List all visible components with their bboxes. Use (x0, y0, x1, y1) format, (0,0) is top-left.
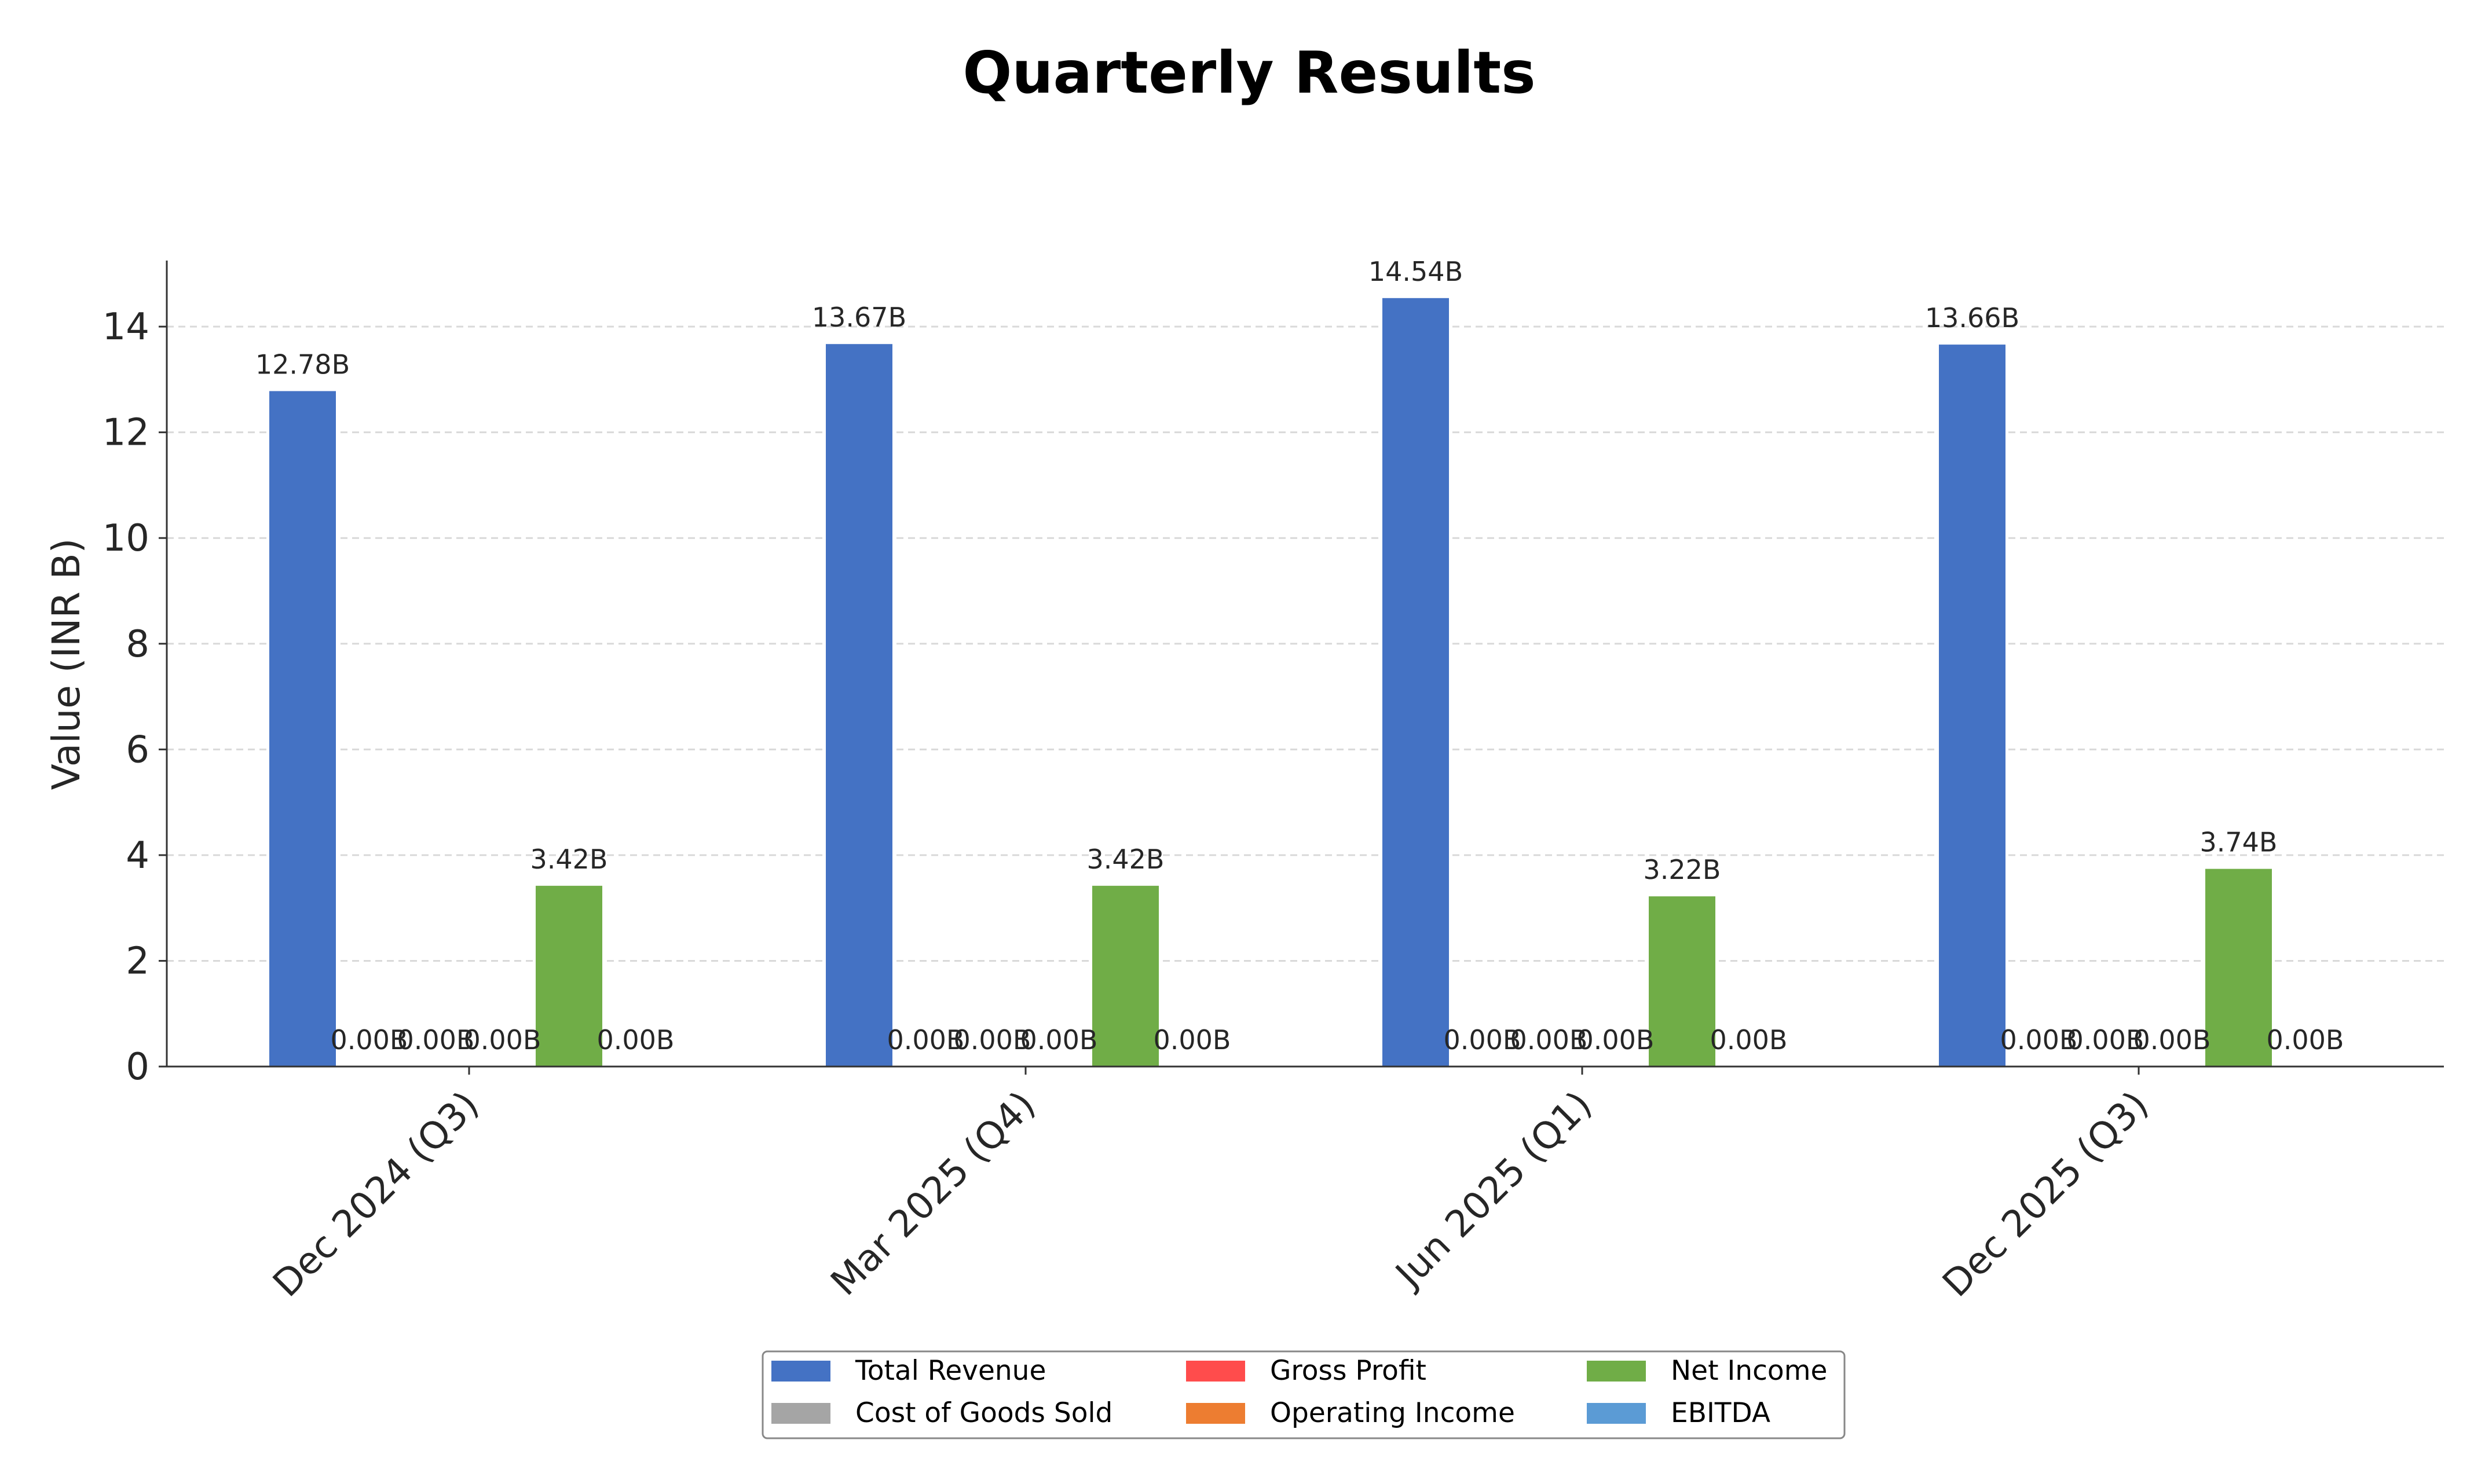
data-label: 3.42B (1087, 844, 1165, 875)
legend-swatch (1587, 1361, 1646, 1382)
data-label: 0.00B (2133, 1024, 2211, 1056)
y-tick-label: 14 (103, 306, 149, 349)
legend-swatch (1587, 1403, 1646, 1424)
legend-item: Operating Income (1186, 1397, 1515, 1429)
data-label: 14.54B (1368, 256, 1463, 287)
data-label: 0.00B (331, 1024, 408, 1056)
legend-swatch (771, 1403, 830, 1424)
y-tick-label: 0 (126, 1046, 149, 1089)
legend-label: Net Income (1671, 1355, 1827, 1387)
legend-label: Total Revenue (855, 1355, 1046, 1387)
bar-total-revenue (1939, 345, 2005, 1067)
bar-net-income (536, 885, 602, 1067)
legend-item: Net Income (1587, 1355, 1827, 1387)
tick-labels: 0 2 4 6 8 10 12 14 Dec 2024 (Q3) Mar 2025 (Q4) Jun… (103, 306, 2157, 1305)
legend-label: Gross Profit (1270, 1355, 1426, 1387)
legend-box (762, 1350, 1846, 1439)
bar-net-income (1092, 885, 1159, 1067)
data-label: 0.00B (1020, 1024, 1098, 1056)
chart-title: Quarterly Results (962, 39, 1535, 107)
y-tick-label: 4 (126, 834, 149, 877)
x-tick-label: Dec 2024 (Q3) (265, 1083, 488, 1306)
data-label: 0.00B (2067, 1024, 2144, 1056)
data-label: 0.00B (1577, 1024, 1655, 1056)
y-tick-label: 2 (126, 940, 149, 983)
data-label: 0.00B (1154, 1024, 1231, 1056)
bar-net-income (2205, 869, 2272, 1067)
y-tick-label: 6 (126, 728, 149, 771)
legend-swatch (771, 1361, 830, 1382)
legend-swatch (1186, 1361, 1245, 1382)
data-label: 3.22B (1644, 854, 1721, 885)
data-label: 0.00B (954, 1024, 1031, 1056)
data-label: 0.00B (397, 1024, 475, 1056)
legend-item: EBITDA (1587, 1397, 1770, 1429)
x-tick-label: Mar 2025 (Q4) (823, 1083, 1044, 1304)
data-label: 0.00B (1710, 1024, 1788, 1056)
y-tick-label: 10 (103, 517, 149, 560)
legend-item: Cost of Goods Sold (771, 1397, 1112, 1429)
y-tick-label: 8 (126, 623, 149, 666)
bar-net-income (1649, 896, 1715, 1067)
data-label: 0.00B (2000, 1024, 2078, 1056)
data-labels: 12.78B0.00B0.00B0.00B3.42B0.00B13.67B0.0… (255, 256, 2344, 1056)
x-tick-label: Jun 2025 (Q1) (1386, 1083, 1601, 1298)
legend-label: Operating Income (1270, 1397, 1515, 1429)
legend-label: Cost of Goods Sold (855, 1397, 1112, 1429)
bar-total-revenue (1382, 298, 1449, 1067)
x-tick-label: Dec 2025 (Q3) (1935, 1083, 2157, 1306)
bar-total-revenue (269, 391, 336, 1067)
data-label: 0.00B (1510, 1024, 1588, 1056)
data-label: 3.74B (2200, 827, 2278, 858)
y-tick-label: 12 (103, 412, 149, 455)
gridlines (167, 325, 2444, 962)
data-label: 13.67B (812, 302, 906, 333)
data-label: 3.42B (530, 844, 608, 875)
axes (159, 261, 2444, 1075)
data-label: 13.66B (1925, 302, 2019, 334)
legend-swatch (1186, 1403, 1245, 1424)
data-label: 0.00B (597, 1024, 675, 1056)
data-label: 0.00B (887, 1024, 965, 1056)
data-label: 0.00B (2267, 1024, 2344, 1056)
legend: Total Revenue Cost of Goods Sold Gross Pro… (762, 1350, 1846, 1439)
bar-total-revenue (826, 344, 892, 1067)
data-label: 0.00B (464, 1024, 541, 1056)
data-label: 12.78B (255, 349, 350, 380)
y-axis-label: Value (INR B) (44, 538, 89, 790)
legend-item: Gross Profit (1186, 1355, 1426, 1387)
legend-item: Total Revenue (771, 1355, 1046, 1387)
data-label: 0.00B (1444, 1024, 1521, 1056)
bars (269, 298, 2272, 1067)
legend-label: EBITDA (1671, 1397, 1770, 1429)
